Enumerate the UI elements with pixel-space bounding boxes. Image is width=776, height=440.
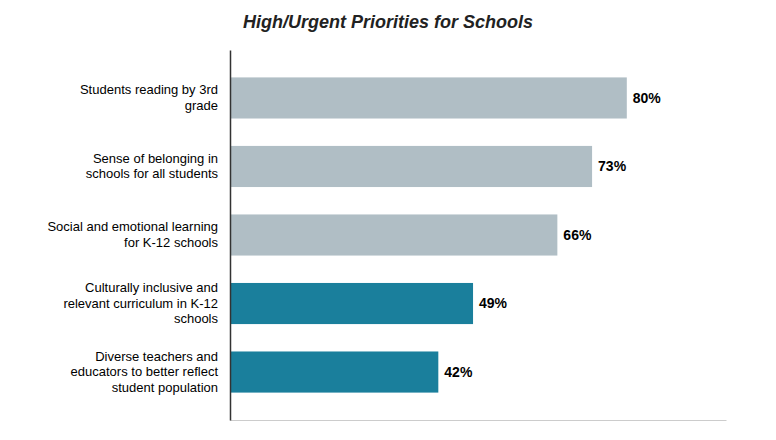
x-axis-line <box>231 420 727 421</box>
bar <box>230 214 557 255</box>
y-tick: Social and emotional learningfor K-12 sc… <box>47 219 230 250</box>
y-tick-label-line: Sense of belonging in <box>93 151 218 166</box>
y-tick: Culturally inclusive andrelevant curricu… <box>63 280 230 326</box>
y-tick: Sense of belonging inschools for all stu… <box>86 151 230 182</box>
y-axis-line <box>230 51 232 421</box>
y-tick-label-line: for K-12 schools <box>124 235 218 250</box>
data-labels: 42% 49% 66% 73% 80% <box>444 90 661 380</box>
bar <box>230 77 627 118</box>
x-axis <box>231 420 727 421</box>
y-tick-label: Social and emotional learningfor K-12 sc… <box>47 219 218 250</box>
y-tick-label-line: relevant curriculum in K-12 <box>63 296 218 311</box>
y-tick-label-line: schools <box>174 311 219 326</box>
y-tick-label-line: grade <box>185 98 218 113</box>
chart-svg: High/Urgent Priorities for Schools 42% 49%… <box>0 0 776 440</box>
y-tick-label-line: Social and emotional learning <box>47 219 218 234</box>
bar <box>230 351 438 392</box>
y-tick-label-line: educators to better reflect <box>71 364 219 379</box>
y-tick: Students reading by 3rdgrade <box>80 82 230 113</box>
bars <box>230 77 627 392</box>
bar <box>230 283 473 324</box>
chart-container: High/Urgent Priorities for Schools 42% 49%… <box>0 0 776 440</box>
y-tick-label: Culturally inclusive andrelevant curricu… <box>63 280 218 326</box>
y-tick-label: Students reading by 3rdgrade <box>80 82 218 113</box>
data-label: 66% <box>563 227 592 243</box>
data-label: 80% <box>633 90 662 106</box>
data-label: 49% <box>479 295 508 311</box>
bar <box>230 146 592 187</box>
y-tick-label: Sense of belonging inschools for all stu… <box>86 151 219 182</box>
y-tick-label-line: student population <box>112 380 218 395</box>
y-tick-label: Diverse teachers andeducators to better … <box>71 349 219 395</box>
y-tick-label-line: schools for all students <box>86 166 219 181</box>
y-tick-label-line: Students reading by 3rd <box>80 82 218 97</box>
data-label: 42% <box>444 364 473 380</box>
y-tick: Diverse teachers andeducators to better … <box>71 349 230 395</box>
y-tick-label-line: Diverse teachers and <box>95 349 218 364</box>
plot-area: 42% 49% 66% 73% 80% Diverse teachers andeduca… <box>47 51 726 421</box>
y-tick-label-line: Culturally inclusive and <box>85 280 218 295</box>
chart-title: High/Urgent Priorities for Schools <box>243 12 533 32</box>
data-label: 73% <box>598 158 627 174</box>
y-axis: Diverse teachers andeducators to better … <box>47 51 230 421</box>
